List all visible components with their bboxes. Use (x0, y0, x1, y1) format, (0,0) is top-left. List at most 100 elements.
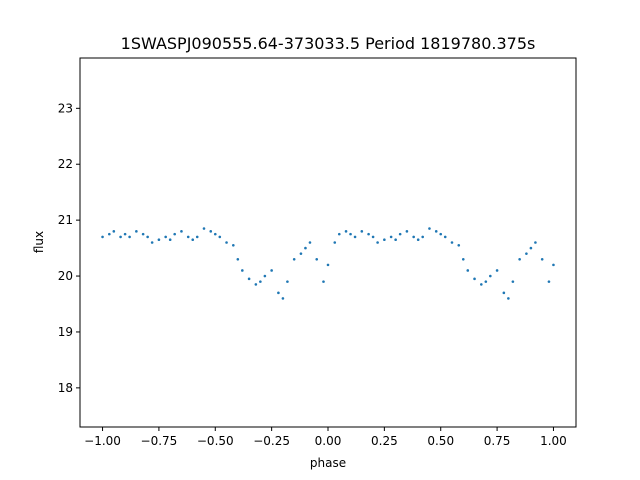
data-point (473, 277, 476, 281)
data-point (367, 232, 370, 236)
data-point (502, 291, 506, 295)
data-point (389, 235, 393, 239)
data-point (195, 235, 199, 239)
data-point (277, 291, 280, 295)
data-point (434, 230, 438, 233)
data-point (394, 238, 397, 242)
data-point (150, 241, 154, 244)
chart-title: 1SWASPJ090555.64-373033.5 Period 1819780… (121, 34, 536, 53)
data-point (518, 257, 521, 261)
data-point (168, 238, 172, 242)
data-point (511, 280, 515, 283)
data-point (247, 277, 251, 281)
data-point (218, 235, 222, 239)
data-point (270, 269, 273, 272)
y-axis-label: flux (32, 231, 46, 253)
x-tick-label: −0.50 (197, 434, 234, 448)
data-point (308, 241, 312, 244)
data-point (507, 297, 510, 300)
data-points (101, 227, 555, 300)
data-point (529, 246, 533, 250)
data-point (484, 280, 488, 283)
data-point (191, 238, 195, 242)
data-point (281, 297, 285, 300)
data-point (461, 257, 465, 261)
data-point (146, 235, 149, 239)
x-tick-label: 1.00 (540, 434, 567, 448)
data-point (443, 235, 447, 239)
x-tick-label: −1.00 (84, 434, 121, 448)
data-point (180, 230, 183, 233)
data-point (164, 235, 167, 239)
data-point (489, 274, 492, 278)
data-point (157, 238, 161, 242)
data-point (398, 232, 402, 236)
data-point (241, 269, 244, 272)
data-point (259, 280, 262, 283)
data-point (495, 269, 499, 272)
data-point (439, 232, 443, 236)
data-point (101, 235, 104, 239)
data-point (457, 243, 461, 247)
data-point (466, 269, 470, 272)
x-tick-label: 0.00 (315, 434, 342, 448)
data-point (292, 257, 296, 261)
data-point (333, 241, 337, 244)
data-point (480, 283, 483, 286)
data-point (254, 283, 258, 286)
data-point (552, 263, 555, 267)
data-point (376, 241, 379, 244)
data-point (286, 280, 289, 283)
data-point (315, 257, 319, 261)
y-tick-label: 19 (58, 325, 73, 339)
data-point (322, 280, 325, 283)
data-point (540, 257, 544, 261)
y-axis: 18 19 20 21 22 23 (58, 101, 80, 395)
x-tick-label: 0.25 (371, 434, 398, 448)
plot-frame (79, 57, 577, 428)
data-point (108, 232, 111, 236)
data-point (421, 235, 424, 239)
data-point (412, 235, 415, 239)
x-tick-label: 0.75 (484, 434, 511, 448)
y-tick-label: 18 (58, 381, 73, 395)
y-tick-label: 22 (58, 157, 73, 171)
x-axis-label: phase (310, 456, 346, 470)
x-tick-label: −0.75 (141, 434, 178, 448)
data-point (547, 280, 551, 283)
data-point (371, 235, 375, 239)
data-point (236, 257, 240, 261)
data-point (344, 230, 348, 233)
data-point (173, 232, 176, 236)
data-point (232, 243, 235, 247)
data-point (299, 252, 303, 255)
x-axis: −1.00 −0.75 −0.50 −0.25 0.00 0.25 0.50 0.75 1.00 (84, 427, 567, 448)
y-tick-label: 20 (58, 269, 73, 283)
data-point (337, 232, 341, 236)
data-point (119, 235, 122, 239)
y-tick-label: 23 (58, 101, 73, 115)
data-point (534, 241, 537, 244)
y-tick-label: 21 (58, 213, 73, 227)
data-point (141, 232, 145, 236)
data-point (112, 230, 116, 233)
data-point (405, 230, 409, 233)
data-point (326, 263, 330, 267)
x-tick-label: −0.25 (253, 434, 290, 448)
data-point (202, 227, 206, 230)
data-point (428, 227, 431, 230)
data-point (123, 232, 127, 236)
data-point (383, 238, 386, 242)
data-point (353, 235, 357, 239)
data-point (209, 230, 213, 233)
data-point (525, 252, 528, 255)
data-point (304, 246, 307, 250)
x-tick-label: 0.50 (427, 434, 454, 448)
data-point (135, 230, 138, 233)
data-point (360, 230, 364, 233)
data-point (225, 241, 228, 244)
data-point (416, 238, 420, 242)
data-point (128, 235, 131, 239)
data-point (263, 274, 267, 278)
